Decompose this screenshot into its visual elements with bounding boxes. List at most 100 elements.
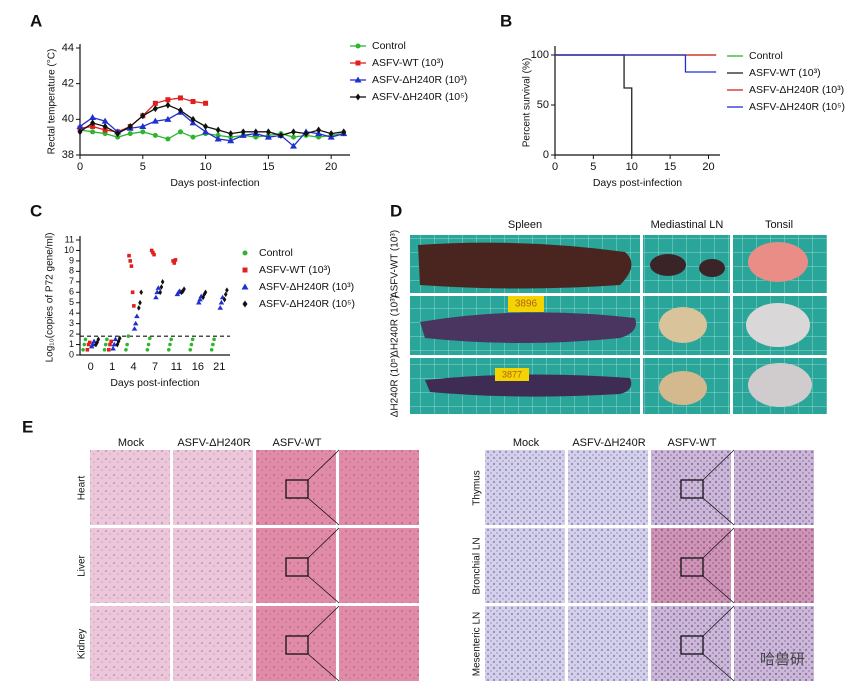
x-tick-label: 20	[325, 161, 337, 173]
marker	[165, 136, 171, 142]
marker	[227, 137, 235, 144]
marker	[139, 289, 143, 296]
marker	[115, 130, 121, 138]
micrograph	[339, 606, 419, 681]
marker	[85, 347, 90, 352]
zoom-box	[680, 479, 704, 499]
marker	[177, 106, 183, 114]
marker	[172, 261, 177, 265]
legend-label: ASFV-ΔH240R (10⁵)	[749, 101, 845, 113]
x-tick-label: 10	[199, 161, 211, 173]
marker	[110, 345, 116, 351]
marker	[132, 304, 136, 308]
marker	[125, 342, 129, 347]
y-axis-label: Rectal temperature (°C)	[47, 49, 58, 155]
sticker-text: 3877	[502, 369, 522, 379]
marker	[154, 289, 160, 295]
row-label: ΔH240R (10⁵)	[390, 355, 401, 418]
micrograph	[90, 450, 170, 525]
tint	[651, 450, 731, 525]
x-tick-label: 5	[140, 161, 146, 173]
watermark: 哈兽研	[760, 651, 805, 668]
marker	[241, 283, 249, 290]
marker	[90, 341, 96, 347]
marker	[111, 341, 118, 347]
marker	[103, 342, 108, 347]
sticker	[508, 296, 544, 312]
marker	[190, 115, 196, 123]
legend-label: Control	[259, 247, 293, 259]
organ	[746, 303, 810, 347]
tint	[651, 606, 731, 681]
tint	[651, 528, 731, 603]
marker	[117, 335, 122, 342]
row-label: Kidney	[77, 629, 88, 660]
axis	[79, 44, 350, 156]
series-line	[79, 129, 344, 140]
marker	[217, 305, 224, 310]
organ	[420, 312, 636, 343]
organ	[748, 363, 812, 407]
x-tick-label: 10	[626, 161, 638, 173]
row-label: Liver	[77, 554, 88, 576]
survival-line	[555, 54, 717, 73]
marker	[228, 134, 234, 140]
zoom-box	[680, 557, 704, 577]
micrograph	[339, 528, 419, 603]
marker	[215, 132, 221, 138]
column-header: Mock	[118, 437, 145, 449]
marker	[190, 134, 196, 140]
x-axis-label: Days post-infection	[170, 177, 259, 189]
marker	[132, 320, 139, 326]
micrograph	[734, 450, 814, 525]
marker	[129, 264, 134, 268]
micrograph	[339, 450, 419, 525]
micrograph	[485, 606, 565, 681]
row-label: ΔH240R (10³)	[390, 295, 401, 357]
micrograph	[651, 606, 731, 681]
marker	[355, 93, 361, 101]
x-tick-label: 21	[213, 361, 225, 373]
legend-label: ASFV-ΔH240R (10³)	[259, 281, 354, 293]
panel-label: B	[500, 11, 512, 30]
marker	[341, 128, 347, 136]
marker	[265, 128, 271, 136]
marker	[201, 294, 205, 301]
zoom-line	[702, 449, 735, 481]
micrograph	[256, 450, 336, 525]
marker	[197, 296, 203, 302]
marker	[354, 76, 362, 83]
row-label: Heart	[77, 476, 88, 501]
panel-label: E	[22, 417, 33, 436]
marker	[228, 130, 234, 138]
zoom-line	[702, 527, 735, 559]
x-tick-label: 1	[109, 361, 115, 373]
marker	[152, 132, 158, 138]
marker	[202, 291, 207, 298]
zoom-line	[307, 497, 340, 526]
micrograph	[568, 606, 648, 681]
marker	[153, 294, 159, 300]
marker	[151, 117, 159, 124]
marker	[90, 119, 96, 127]
zoom-line	[307, 527, 340, 559]
tint	[339, 528, 419, 603]
marker	[89, 114, 97, 121]
column-header: ASFV-ΔH240R	[177, 437, 250, 449]
marker	[264, 133, 272, 140]
zoom-line	[307, 449, 340, 481]
marker	[165, 101, 171, 109]
x-tick-label: 0	[552, 161, 558, 173]
row-label: Mesenteric LN	[472, 612, 483, 676]
y-tick-label: 38	[62, 149, 74, 161]
x-tick-label: 15	[664, 161, 676, 173]
marker	[155, 285, 162, 290]
y-tick-label: 7	[69, 276, 74, 286]
marker	[127, 253, 131, 258]
zoom-line	[702, 575, 735, 604]
legend-label: ASFV-ΔH240R (10⁵)	[372, 91, 468, 103]
zoom-box	[285, 479, 309, 499]
marker	[124, 347, 128, 352]
marker	[107, 347, 111, 352]
marker	[76, 122, 84, 129]
